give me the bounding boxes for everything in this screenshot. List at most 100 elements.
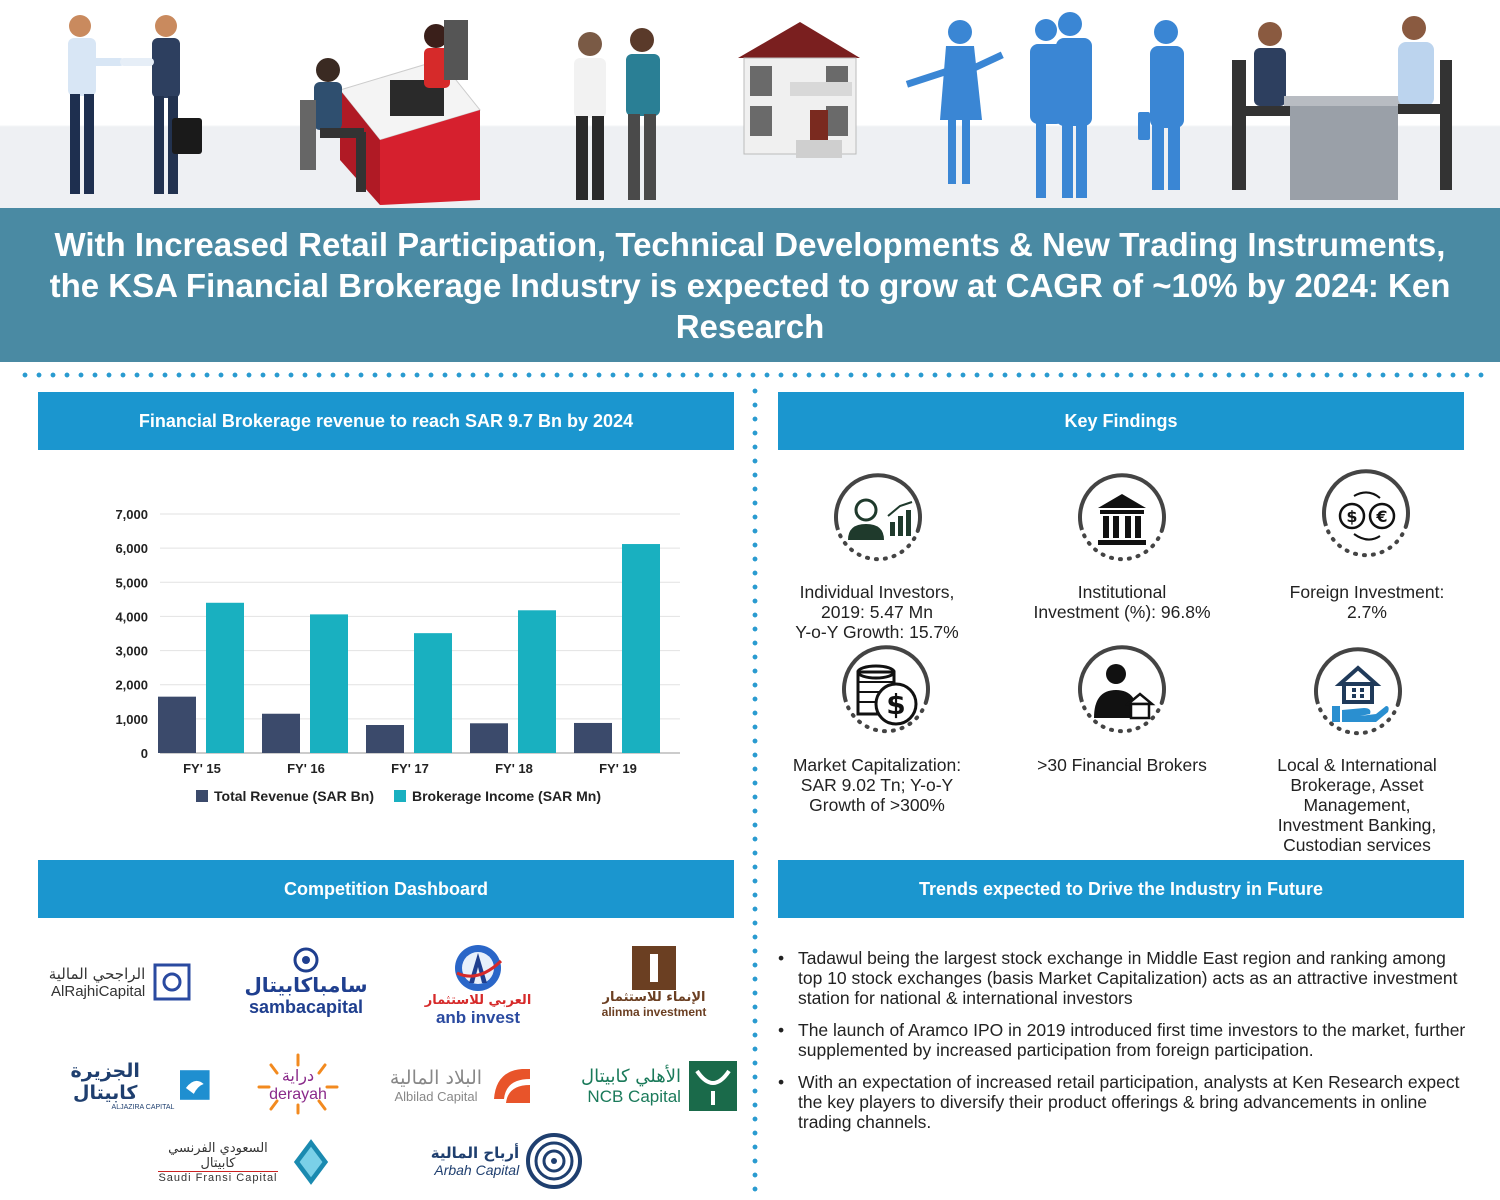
y-tick-label: 6,000 [115,541,148,556]
dotted-divider-vertical [752,384,758,1194]
saudi-fransi-capital-logo: السعودي الفرنسي كابيتال Saudi Fransi Cap… [152,1134,330,1190]
finding-line: Foreign Investment: [1289,582,1445,602]
two-men-talking-icon [574,28,660,200]
y-tick-label: 1,000 [115,712,148,727]
bank-building-icon [1078,473,1166,562]
title-banner: With Increased Retail Participation, Tec… [0,208,1500,362]
finding-line: Local & International [1277,755,1437,775]
trends-section-header: Trends expected to Drive the Industry in… [778,860,1464,918]
finding-line: 2019: 5.47 Mn [821,602,933,622]
bar-total-revenue [366,725,404,753]
finding-line: Institutional [1077,582,1167,602]
finding-line: Investment (%): 96.8% [1033,602,1211,622]
svg-text:€: € [1375,507,1387,526]
logo-arabic-text: البلاد المالية [389,1066,483,1089]
bullet-icon: • [778,948,785,968]
x-category-label: FY' 19 [599,761,637,776]
bar-brokerage-income [518,610,556,753]
house-icon [738,22,860,158]
finding-line: SAR 9.02 Tn; Y-o-Y [800,775,954,795]
currency-exchange-icon: $ € [1322,469,1410,558]
trend-text: With an expectation of increased retail … [798,1072,1460,1132]
logo-latin-text: AlRajhiCapital [51,982,146,1000]
svg-text:$: $ [886,688,905,721]
logo-latin-text: Albilad Capital [394,1088,478,1104]
alinma-investment-logo: الإنماء للاستثمار alinma investment [584,942,724,1022]
finding-financial-brokers: >30 Financial Brokers [1007,755,1237,775]
logo-arabic-text: سامباكابيتال [244,972,368,997]
alrajhi-capital-logo: الراجحي المالية AlRajhiCapital [40,952,200,1012]
y-tick-label: 3,000 [115,644,148,659]
bar-total-revenue [262,713,300,753]
bar-total-revenue [470,723,508,753]
investor-growth-icon [834,473,922,562]
finding-line: Market Capitalization: [792,755,962,775]
page-title: With Increased Retail Participation, Tec… [49,225,1451,345]
logo-latin-text: derayah [269,1086,327,1103]
bullet-icon: • [778,1020,785,1040]
competition-section-header: Competition Dashboard [38,860,734,918]
chart-legend: Total Revenue (SAR Bn) Brokerage Income … [196,788,601,804]
logo-latin-text: Saudi Fransi Capital [158,1170,278,1184]
bar-chart-svg: 7,000 6,000 5,000 4,000 3,000 2,000 1,000 0 FY' … [115,507,680,776]
finding-market-capitalization: Market Capitalization: SAR 9.02 Tn; Y-o-… [762,755,992,815]
x-category-label: FY' 16 [287,761,325,776]
aljazira-capital-logo: الجزيرة كابيتال ALJAZIRA CAPITAL [36,1060,210,1111]
business-people-illustration [68,12,1452,205]
trends-list: • Tadawul being the largest stock exchan… [778,948,1468,1144]
logo-arabic-text: أرباح المالية [430,1144,520,1162]
bar-brokerage-income [206,602,244,753]
derayah-emblem-icon: دراية derayah [257,1053,339,1115]
legend-swatch-brokerage-income [393,790,406,802]
logo-arabic-text: الإنماء للاستثمار [602,989,706,1005]
hand-house-icon [1314,647,1402,736]
logo-arabic-text: السعودي الفرنسي كابيتال [168,1140,268,1171]
finding-line: >30 Financial Brokers [1037,755,1207,775]
y-tick-label: 4,000 [115,609,148,624]
finding-institutional-investment: Institutional Investment (%): 96.8% [1007,582,1237,622]
legend-swatch-total-revenue [196,790,208,802]
finding-line: Y-o-Y Growth: 15.7% [795,622,959,642]
bar-brokerage-income [310,614,348,753]
logo-latin-text: Arbah Capital [434,1162,520,1178]
x-category-label: FY' 17 [391,761,429,776]
people-silhouettes-icon [905,12,1184,198]
anb-emblem-icon [455,944,503,991]
arbah-emblem-icon [526,1133,583,1189]
broker-house-icon [1078,645,1166,734]
finding-line: Investment Banking, [1277,815,1437,835]
dotted-divider-horizontal [18,372,1488,378]
finding-services: Local & International Brokerage, Asset M… [1242,755,1472,855]
legend-label-brokerage-income: Brokerage Income (SAR Mn) [411,788,602,804]
derayah-logo: دراية derayah [248,1048,348,1120]
alrajhi-emblem-icon [153,963,191,1001]
logo-arabic-text: الراجحي المالية [48,964,146,983]
ncb-capital-logo: الأهلي كابيتال NCB Capital [576,1058,742,1114]
finding-line: Brokerage, Asset [1290,775,1424,795]
bar-total-revenue [158,696,196,753]
y-tick-label: 0 [141,746,148,761]
logo-latin-text: ALJAZIRA CAPITAL [111,1103,175,1111]
finding-individual-investors: Individual Investors, 2019: 5.47 Mn Y-o-… [762,582,992,642]
y-tick-label: 5,000 [115,575,148,590]
finding-line: Growth of >300% [809,795,945,815]
logo-arabic-text: دراية [282,1066,314,1086]
anb-invest-logo: العربي للاستثمار anb invest [410,940,546,1030]
legend-item-brokerage-income: Brokerage Income (SAR Mn) [393,788,602,804]
bar-brokerage-income [622,544,660,753]
albilad-emblem-icon [494,1069,531,1103]
hero-illustration [0,0,1500,208]
chart-section-header: Financial Brokerage revenue to reach SAR… [38,392,734,450]
logo-arabic-text: الأهلي كابيتال [581,1065,681,1087]
samba-capital-logo: سامباكابيتال sambacapital [238,942,374,1022]
logo-latin-text: alinma investment [601,1004,707,1019]
trend-item: • The launch of Aramco IPO in 2019 intro… [778,1020,1468,1060]
bar-total-revenue [574,722,612,753]
coins-dollar-icon: $ [842,645,930,734]
logo-latin-text: sambacapital [248,996,364,1017]
y-tick-label: 7,000 [115,507,148,522]
saudi-fransi-emblem-icon [293,1139,329,1185]
key-findings-header: Key Findings [778,392,1464,450]
albilad-capital-logo: البلاد المالية Albilad Capital [386,1060,536,1110]
trend-item: • With an expectation of increased retai… [778,1072,1468,1132]
